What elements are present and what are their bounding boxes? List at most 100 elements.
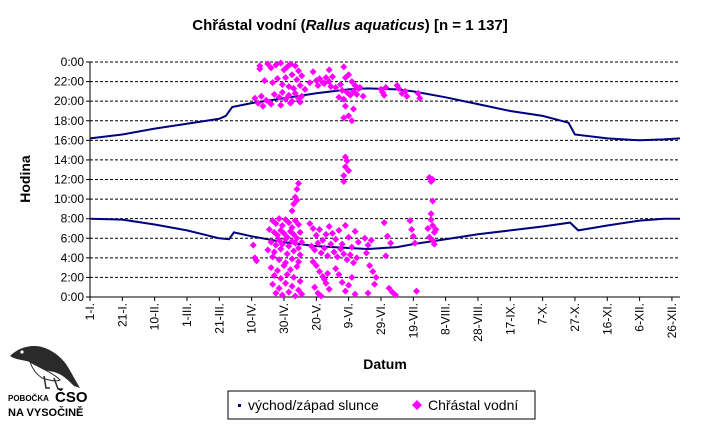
x-tick-label: 19-VII. [406,303,420,338]
rail-point [251,94,259,102]
rail-point [298,72,306,80]
x-tick-label: 10-IV. [245,303,259,334]
rail-point [291,292,299,300]
rail-point [288,71,296,79]
rail-point [345,281,353,289]
rail-point [335,226,343,234]
rail-point [325,66,333,74]
rail-point [367,236,375,244]
rail-point [416,94,424,102]
rail-point [364,241,372,249]
rail-point [282,95,290,103]
rail-point [270,90,278,98]
rail-point [252,257,260,265]
rail-point [319,236,327,244]
rail-point [424,224,432,232]
rail-point [351,290,359,298]
rail-point [361,234,369,242]
rail-point [316,75,324,83]
rail-point [298,238,306,246]
x-tick-label: 30-IV. [277,303,291,334]
rail-point [320,80,328,88]
rail-point [275,256,283,264]
rail-point [366,262,374,270]
chart-title-part-1: Chřástal vodní ( [192,17,305,34]
rail-point [409,232,417,240]
rail-point [295,244,303,252]
x-tick-label: 16-XI. [600,303,614,335]
rail-point [296,98,304,106]
rail-point [324,252,332,260]
rail-point [349,105,357,113]
rail-point [348,117,356,125]
rail-point [282,235,290,243]
rail-point [277,274,285,282]
rail-point [335,270,343,278]
rail-point [259,102,267,110]
chart-title-species: Rallus aquaticus [306,17,425,34]
y-tick-label: 4:00 [61,251,85,265]
rail-point [270,271,278,279]
rail-point [341,163,349,171]
rail-point [291,89,299,97]
rail-point [411,239,419,247]
rail-point [277,101,285,109]
rail-point [278,291,286,299]
rail-point [341,153,349,161]
logo-line1: POBOČKA [8,394,49,403]
rail-point [314,82,322,89]
rail-point [340,177,348,185]
rail-point [293,76,301,84]
rail-point [392,291,400,299]
y-tick-label: 10:00 [54,192,84,206]
rail-point [296,228,304,236]
rail-point [380,219,388,227]
rail-point [280,262,288,270]
rail-point [408,225,416,233]
rail-point [322,230,330,238]
rail-point [278,88,286,96]
rail-point [267,264,275,272]
y-axis-label: Hodina [17,155,33,203]
cso-logo: POBOČKA ČSO NA VYSOČINĚ [8,346,88,419]
rail-point [272,241,280,249]
rail-point [277,59,285,67]
rail-point [309,258,317,266]
rail-point [251,254,259,262]
y-tick-labels: 0:00 2:00 4:00 6:00 8:00 10:00 12:00 14:00 16:00… [54,55,84,304]
rail-point [317,292,325,300]
rail-point [359,92,367,100]
axes [86,61,680,301]
rail-point [291,239,299,247]
rail-point [337,81,345,89]
rail-point [291,217,299,225]
x-tick-label: 6-XII. [633,303,647,332]
rail-point [340,172,348,180]
rail-point [369,268,377,276]
rail-point [314,239,322,247]
rail-point [383,232,391,240]
bird-icon [10,346,80,390]
rail-point [430,240,438,248]
rail-point [295,286,303,294]
rail-point [264,246,272,254]
rail-point [349,259,357,267]
rail-point [429,222,437,230]
rail-point [427,210,435,218]
rail-point [340,63,348,71]
rail-point [283,270,291,278]
rail-point [288,255,296,263]
rail-point [274,267,282,275]
rail-point [316,268,324,276]
rail-point [295,179,303,187]
rail-point [269,280,277,288]
rail-point [272,289,280,297]
rail-point [382,252,390,260]
rail-point [332,265,340,273]
x-tick-labels: 1-I. 21-I. 10-II. 1-III. 21-III. 10-IV. 30-IV.… [83,303,679,342]
x-tick-label: 1-I. [83,303,97,320]
rail-point [306,220,314,228]
rail-point [274,75,282,83]
rail-point [275,93,283,101]
rail-point [413,287,421,295]
